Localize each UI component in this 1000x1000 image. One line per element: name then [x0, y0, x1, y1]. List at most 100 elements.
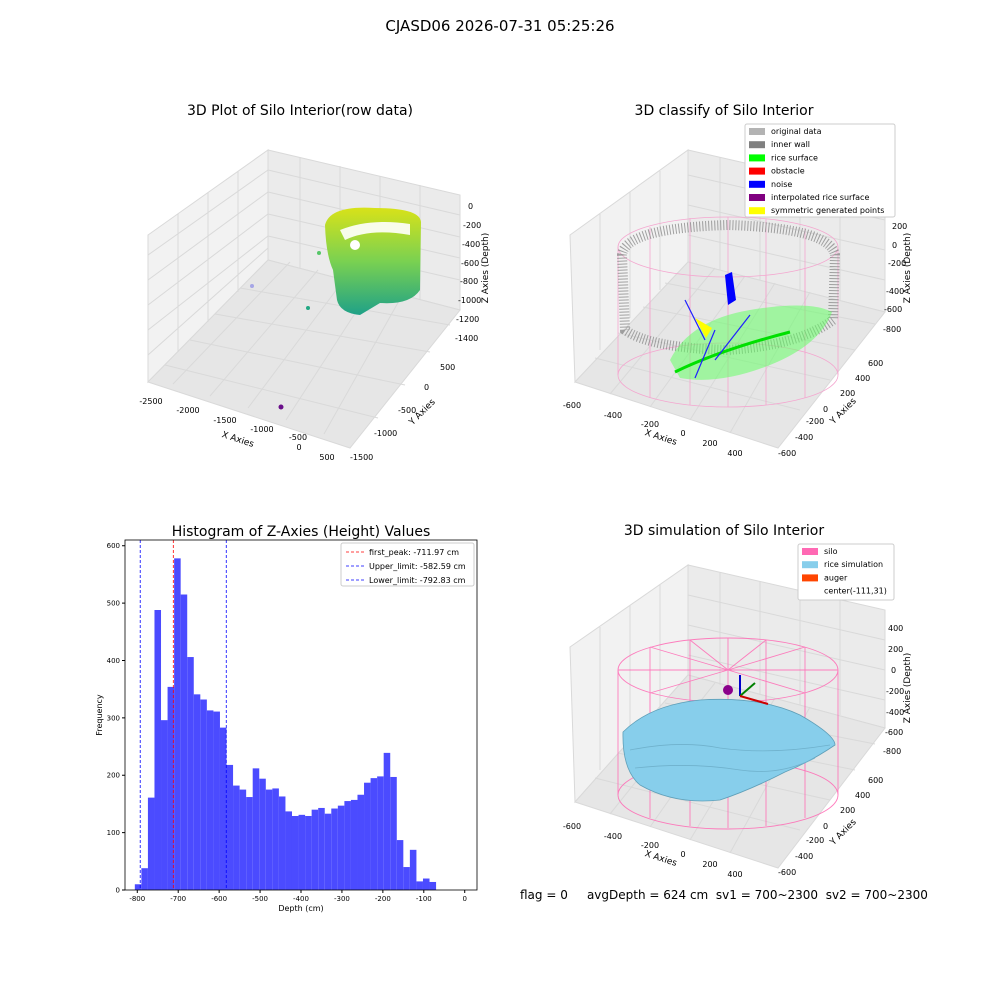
simulation-y-tick: 0 — [823, 822, 828, 831]
histogram-bar — [265, 789, 273, 890]
flag-text: flag = 0 — [520, 888, 568, 902]
histogram-bar — [364, 782, 371, 890]
simulation-y-tick: -200 — [806, 836, 824, 845]
raw-z-tick: -400 — [462, 240, 480, 249]
histogram-y-label: Frequency — [95, 694, 104, 736]
histogram-x-tick: -300 — [334, 895, 350, 903]
histogram-y-tick: 300 — [107, 714, 120, 722]
histogram-bar — [154, 610, 162, 890]
histogram-bar — [344, 801, 351, 890]
raw-z-tick: -200 — [463, 221, 481, 230]
raw-outlier-point — [278, 404, 284, 410]
figure-title: CJASD06 2026-07-31 05:25:26 — [385, 17, 615, 35]
simulation-z-tick: -800 — [883, 747, 901, 756]
simulation-z-tick: 200 — [888, 645, 903, 654]
classify-3d-plot: original data inner wall rice surface obsta… — [563, 123, 913, 458]
histogram-bar — [239, 789, 247, 890]
classify-x-label: X Axies — [643, 428, 678, 448]
simulation-plot-title: 3D simulation of Silo Interior — [623, 523, 825, 539]
classify-plot-title: 3D classify of Silo Interior — [634, 103, 814, 119]
histogram-bar — [291, 815, 299, 890]
histogram-bar — [141, 868, 148, 890]
histogram-bar — [278, 796, 286, 890]
simulation-auger-marker — [723, 685, 733, 695]
histogram-bar — [318, 807, 325, 890]
histogram-bar — [213, 711, 220, 890]
legend-swatch — [749, 128, 765, 135]
sv1-text: sv1 = 700~2300 — [715, 888, 819, 902]
histogram-bar — [403, 867, 410, 890]
histogram-bar — [161, 720, 168, 890]
simulation-z-tick: -200 — [886, 687, 904, 696]
raw-x-tick: 0 — [296, 443, 301, 452]
classify-y-tick: 400 — [855, 374, 870, 383]
simulation-x-tick: -200 — [641, 841, 659, 850]
histogram-bar — [285, 811, 292, 890]
raw-3d-plot: -2500 -2000 -1500 -1000 -500 0 500 500 0… — [139, 149, 491, 462]
histogram-x-tick: 0 — [462, 895, 466, 903]
raw-z-tick: -1000 — [458, 296, 481, 305]
histogram-bar — [226, 764, 234, 890]
raw-z-label: Z Axies (Depth) — [481, 233, 491, 304]
histogram-bar — [357, 794, 365, 890]
raw-y-tick: 500 — [440, 363, 455, 372]
histogram-bar — [416, 881, 423, 890]
raw-y-tick: 0 — [424, 383, 429, 392]
raw-plot-title: 3D Plot of Silo Interior(row data) — [186, 103, 414, 119]
classify-x-tick: -600 — [563, 401, 581, 410]
classify-y-tick: 600 — [868, 359, 883, 368]
raw-ring-opening — [340, 222, 410, 240]
histogram-bar — [311, 809, 319, 890]
classify-y-tick: -400 — [795, 433, 813, 442]
histogram-y-tick: 100 — [107, 829, 120, 837]
classify-z-tick: -800 — [883, 325, 901, 334]
simulation-y-arrow — [739, 682, 756, 697]
legend-label: interpolated rice surface — [771, 193, 869, 202]
raw-z-tick: -600 — [461, 259, 479, 268]
histogram-x-tick: -800 — [129, 895, 145, 903]
simulation-x-tick: 400 — [727, 870, 742, 879]
histogram-bar — [337, 805, 345, 890]
histogram-bar — [233, 785, 240, 890]
classify-legend — [744, 123, 896, 218]
raw-x-tick: -1000 — [250, 425, 273, 434]
simulation-x-tick: 200 — [702, 860, 717, 869]
histogram-title: Histogram of Z-Axies (Height) Values — [172, 524, 431, 540]
histogram-x-tick: -500 — [252, 895, 268, 903]
classify-y-tick: -600 — [778, 449, 796, 458]
simulation-y-tick: 200 — [840, 806, 855, 815]
simulation-x-tick: 0 — [680, 850, 685, 859]
histogram-y-tick: 200 — [107, 772, 120, 780]
simulation-x-tick: -400 — [604, 832, 622, 841]
raw-x-tick: -1500 — [213, 416, 236, 425]
histogram-bar — [383, 752, 391, 890]
raw-x-tick: -2000 — [176, 406, 199, 415]
legend-swatch — [749, 180, 765, 188]
classify-x-tick: 400 — [727, 449, 742, 458]
histogram-bar — [377, 776, 384, 890]
histogram-bar — [370, 778, 378, 890]
histogram-x-label: Depth (cm) — [278, 904, 323, 913]
simulation-z-tick: 400 — [888, 624, 903, 633]
histogram-x-tick: -200 — [375, 895, 391, 903]
legend-swatch — [802, 548, 818, 555]
raw-x-tick: -500 — [289, 433, 307, 442]
classify-x-tick: 0 — [680, 429, 685, 438]
legend-swatch — [802, 574, 818, 582]
raw-outlier-point — [306, 306, 310, 310]
histogram-bar — [200, 699, 207, 890]
histogram-bar — [429, 881, 437, 890]
histogram-bar — [409, 849, 417, 890]
legend-label: obstacle — [771, 167, 805, 176]
histogram-bar — [174, 558, 181, 890]
simulation-x-arrow — [739, 695, 769, 705]
histogram-bar — [259, 778, 266, 890]
legend-swatch — [749, 141, 765, 149]
classify-symmetric-points — [695, 318, 712, 338]
histogram-bar — [396, 840, 404, 890]
classify-z-label: Z Axies (Depth) — [903, 233, 913, 304]
avg-depth-text: avgDepth = 624 cm — [586, 888, 709, 902]
legend-label: original data — [771, 127, 822, 136]
histogram-bar — [298, 814, 306, 890]
